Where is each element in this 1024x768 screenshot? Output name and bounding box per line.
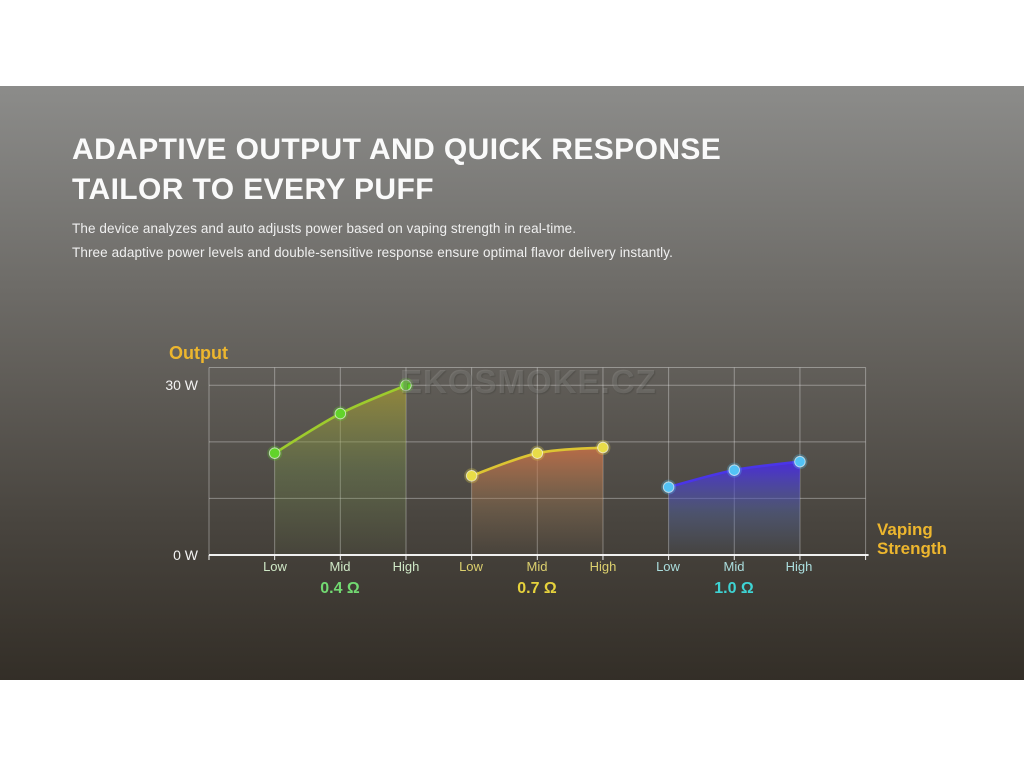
data-point xyxy=(531,447,544,459)
data-point xyxy=(334,407,347,420)
series-area-1 xyxy=(471,447,603,555)
tick-label-07-mid: Mid xyxy=(526,559,548,574)
y-tick-0w: 0 W xyxy=(173,547,198,563)
data-point xyxy=(794,455,806,468)
data-point xyxy=(465,470,478,482)
tick-label-10-mid: Mid xyxy=(723,559,745,574)
y-axis-title: Output xyxy=(169,343,228,363)
x-axis-title: Vaping Strength xyxy=(877,520,947,558)
tick-label-04-mid: Mid xyxy=(329,559,351,574)
page-title-line-1: ADAPTIVE OUTPUT AND QUICK RESPONSE xyxy=(72,133,722,166)
page-title-line-2: TAILOR TO EVERY PUFF xyxy=(72,173,434,206)
subtitle-line-1: The device analyzes and auto adjusts pow… xyxy=(72,221,577,236)
subtitle-line-2: Three adaptive power levels and double-s… xyxy=(72,245,673,260)
tick-label-07-high: High xyxy=(589,559,617,574)
data-point xyxy=(662,481,675,493)
data-point xyxy=(400,379,412,392)
page-title: ADAPTIVE OUTPUT AND QUICK RESPONSE TAILO… xyxy=(72,130,832,210)
series-label-10-ohm: 1.0 Ω xyxy=(714,580,754,597)
tick-label-10-low: Low xyxy=(656,559,680,574)
series-label-04-ohm: 0.4 Ω xyxy=(320,580,360,597)
data-point xyxy=(268,447,281,459)
tick-label-07-low: Low xyxy=(459,559,483,574)
tick-label-10-high: High xyxy=(785,559,813,574)
slide-background xyxy=(0,86,1024,680)
tick-label-04-low: Low xyxy=(263,559,287,574)
y-tick-30w: 30 W xyxy=(165,377,198,393)
series-area-2 xyxy=(668,461,800,555)
tick-label-04-high: High xyxy=(392,559,420,574)
data-point xyxy=(728,464,741,476)
series-label-07-ohm: 0.7 Ω xyxy=(517,580,557,597)
data-point xyxy=(597,441,609,454)
watermark: EKOSMOKE.CZ xyxy=(400,363,657,400)
series-area-0 xyxy=(274,385,406,555)
